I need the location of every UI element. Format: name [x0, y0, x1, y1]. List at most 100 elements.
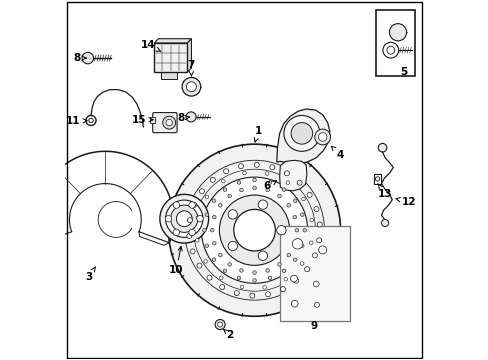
- Circle shape: [304, 267, 309, 272]
- Circle shape: [293, 199, 296, 202]
- Circle shape: [303, 228, 306, 232]
- Circle shape: [217, 322, 222, 327]
- Circle shape: [280, 287, 285, 292]
- Text: 13: 13: [377, 184, 391, 199]
- Circle shape: [269, 165, 274, 170]
- Circle shape: [228, 210, 237, 219]
- Circle shape: [318, 246, 326, 254]
- Circle shape: [185, 112, 196, 122]
- Circle shape: [286, 253, 290, 257]
- Circle shape: [237, 276, 240, 280]
- Text: 12: 12: [395, 197, 416, 207]
- Circle shape: [205, 195, 208, 199]
- Circle shape: [173, 202, 179, 208]
- Circle shape: [313, 281, 319, 287]
- Circle shape: [238, 164, 243, 169]
- Circle shape: [203, 260, 207, 263]
- Circle shape: [239, 269, 243, 272]
- Circle shape: [313, 207, 318, 212]
- Text: 15: 15: [131, 115, 153, 125]
- Circle shape: [252, 186, 256, 190]
- Circle shape: [165, 200, 203, 237]
- Circle shape: [381, 220, 388, 226]
- Circle shape: [197, 263, 202, 268]
- Circle shape: [201, 177, 307, 283]
- Circle shape: [277, 194, 281, 198]
- Circle shape: [221, 179, 224, 183]
- Bar: [154, 43, 187, 72]
- Circle shape: [293, 258, 296, 261]
- Circle shape: [292, 239, 302, 249]
- Circle shape: [165, 216, 171, 222]
- Text: 7: 7: [187, 60, 195, 76]
- Circle shape: [258, 200, 267, 209]
- Circle shape: [252, 279, 256, 282]
- Circle shape: [290, 123, 312, 144]
- Circle shape: [212, 199, 215, 202]
- Circle shape: [82, 52, 93, 64]
- Circle shape: [258, 251, 267, 260]
- Circle shape: [284, 171, 289, 176]
- Circle shape: [204, 213, 208, 216]
- Circle shape: [314, 129, 330, 145]
- Circle shape: [204, 244, 208, 248]
- Circle shape: [219, 276, 223, 280]
- Circle shape: [195, 239, 199, 242]
- Circle shape: [282, 188, 285, 192]
- Circle shape: [218, 203, 222, 207]
- Circle shape: [294, 228, 298, 232]
- Circle shape: [227, 263, 231, 266]
- Circle shape: [300, 213, 304, 216]
- Circle shape: [223, 269, 226, 273]
- Circle shape: [282, 269, 285, 273]
- Circle shape: [291, 300, 298, 307]
- Circle shape: [212, 242, 216, 245]
- Circle shape: [290, 275, 297, 282]
- Circle shape: [300, 262, 304, 265]
- Bar: [279, 226, 349, 320]
- Circle shape: [265, 172, 268, 175]
- Text: 5: 5: [399, 67, 407, 77]
- Circle shape: [292, 215, 296, 219]
- Text: 11: 11: [65, 116, 87, 126]
- Circle shape: [186, 82, 196, 92]
- Bar: [149, 117, 155, 123]
- Circle shape: [239, 188, 243, 192]
- Circle shape: [318, 133, 326, 141]
- Circle shape: [237, 181, 240, 184]
- Circle shape: [199, 189, 204, 194]
- Text: 9: 9: [310, 321, 317, 331]
- Circle shape: [212, 215, 216, 219]
- Text: 8: 8: [73, 53, 86, 63]
- Circle shape: [285, 181, 289, 184]
- Circle shape: [254, 162, 259, 167]
- Bar: [376, 10, 414, 76]
- Circle shape: [293, 278, 298, 283]
- Circle shape: [286, 203, 290, 207]
- Circle shape: [188, 229, 195, 236]
- Circle shape: [277, 263, 281, 266]
- FancyBboxPatch shape: [309, 298, 324, 312]
- Circle shape: [284, 278, 287, 281]
- Polygon shape: [154, 39, 191, 43]
- Circle shape: [165, 120, 172, 126]
- Polygon shape: [276, 109, 329, 164]
- Circle shape: [196, 216, 199, 220]
- Circle shape: [191, 202, 196, 207]
- Circle shape: [215, 319, 224, 329]
- Circle shape: [187, 218, 192, 222]
- Circle shape: [223, 169, 228, 174]
- Text: 10: 10: [169, 247, 183, 275]
- Circle shape: [228, 241, 237, 251]
- Text: 6: 6: [264, 181, 276, 192]
- Text: 4: 4: [331, 146, 344, 160]
- FancyBboxPatch shape: [311, 240, 333, 260]
- Circle shape: [234, 291, 239, 296]
- Circle shape: [196, 216, 203, 222]
- Circle shape: [262, 285, 266, 289]
- Circle shape: [265, 269, 269, 272]
- Circle shape: [240, 285, 243, 289]
- Text: 2: 2: [223, 329, 233, 340]
- Circle shape: [188, 202, 195, 208]
- Circle shape: [292, 242, 296, 245]
